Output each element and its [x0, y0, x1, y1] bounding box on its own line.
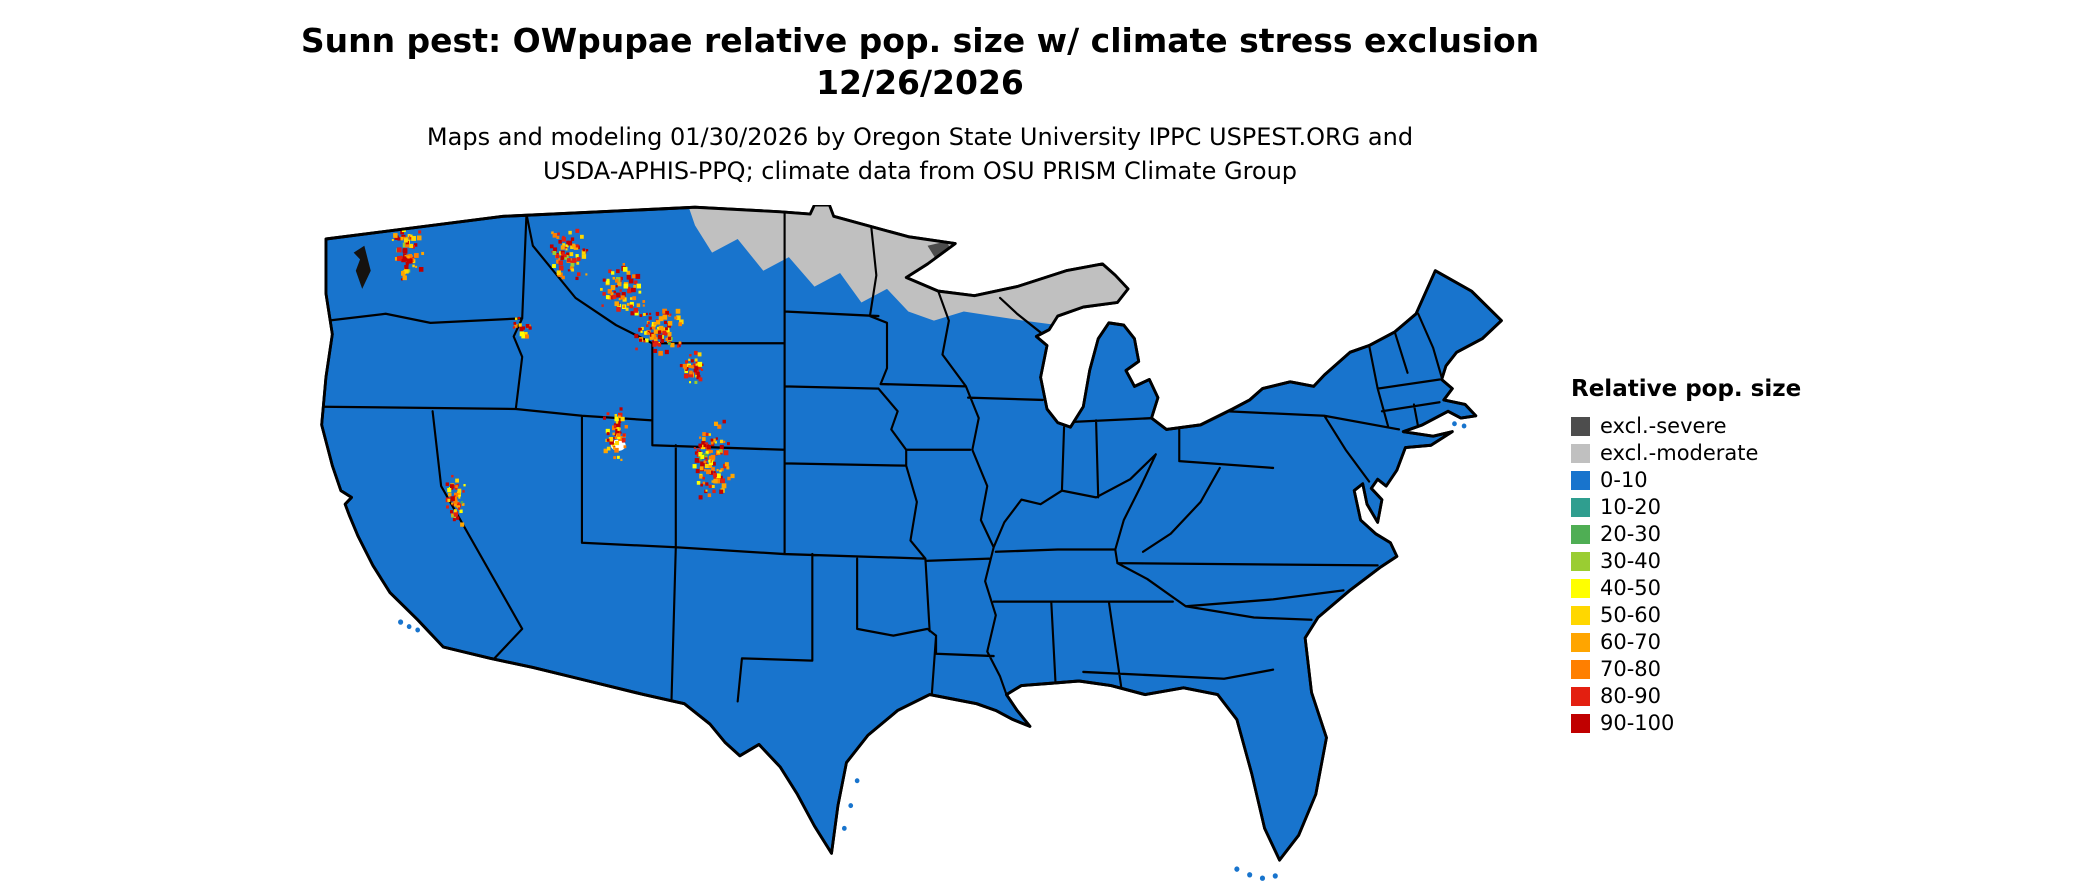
- legend-swatch: [1571, 443, 1590, 463]
- legend-swatch: [1571, 659, 1590, 679]
- state-borders: [322, 210, 1443, 703]
- map-subtitle: Maps and modeling 01/30/2026 by Oregon S…: [0, 120, 1840, 188]
- legend-item: excl.-severe: [1571, 414, 1871, 438]
- legend-item: 50-60: [1571, 603, 1871, 627]
- legend-swatch: [1571, 497, 1590, 517]
- legend-swatch: [1571, 578, 1590, 598]
- legend-items: excl.-severe excl.-moderate 0-10 10-20 20-30…: [1571, 414, 1871, 735]
- subtitle-line-1: Maps and modeling 01/30/2026 by Oregon S…: [426, 123, 1414, 151]
- legend-title: Relative pop. size: [1571, 376, 1802, 402]
- title-date: 12/26/2026: [816, 63, 1024, 102]
- subtitle-line-2: USDA-APHIS-PPQ; climate data from OSU PR…: [542, 157, 1298, 185]
- map-area: [311, 203, 1527, 885]
- legend-item: 90-100: [1571, 711, 1871, 735]
- legend-item: 30-40: [1571, 549, 1871, 573]
- us-map: [320, 203, 1503, 881]
- puget-sound: [353, 245, 371, 289]
- title-line-1: Sunn pest: OWpupae relative pop. size w/…: [300, 21, 1540, 60]
- legend-item: 40-50: [1571, 576, 1871, 600]
- legend-swatch: [1571, 605, 1590, 625]
- legend-item: 60-70: [1571, 630, 1871, 654]
- legend-swatch: [1571, 632, 1590, 652]
- legend-item-label: 40-50: [1600, 576, 1662, 600]
- legend-swatch: [1571, 416, 1590, 436]
- legend-item: excl.-moderate: [1571, 441, 1871, 465]
- legend-item: 80-90: [1571, 684, 1871, 708]
- legend-item-label: excl.-moderate: [1600, 441, 1759, 465]
- legend-item-label: excl.-severe: [1600, 414, 1727, 438]
- legend-item-label: 90-100: [1600, 711, 1675, 735]
- legend-item-label: 50-60: [1600, 603, 1662, 627]
- legend-swatch: [1571, 551, 1590, 571]
- coastal-islands: [398, 421, 1467, 881]
- legend-item: 70-80: [1571, 657, 1871, 681]
- legend-item-label: 10-20: [1600, 495, 1662, 519]
- legend-item-label: 0-10: [1600, 468, 1648, 492]
- legend-item: 0-10: [1571, 468, 1871, 492]
- legend: Relative pop. size excl.-severe excl.-mod…: [1571, 376, 1871, 740]
- legend-item-label: 20-30: [1600, 522, 1662, 546]
- legend-item: 10-20: [1571, 495, 1871, 519]
- legend-item-label: 70-80: [1600, 657, 1662, 681]
- high-population-speckles: [391, 227, 735, 527]
- legend-item-label: 30-40: [1600, 549, 1662, 573]
- legend-swatch: [1571, 686, 1590, 706]
- map-title: Sunn pest: OWpupae relative pop. size w/…: [0, 20, 1840, 104]
- legend-swatch: [1571, 470, 1590, 490]
- legend-item: 20-30: [1571, 522, 1871, 546]
- legend-item-label: 80-90: [1600, 684, 1662, 708]
- legend-swatch: [1571, 713, 1590, 733]
- legend-item-label: 60-70: [1600, 630, 1662, 654]
- legend-swatch: [1571, 524, 1590, 544]
